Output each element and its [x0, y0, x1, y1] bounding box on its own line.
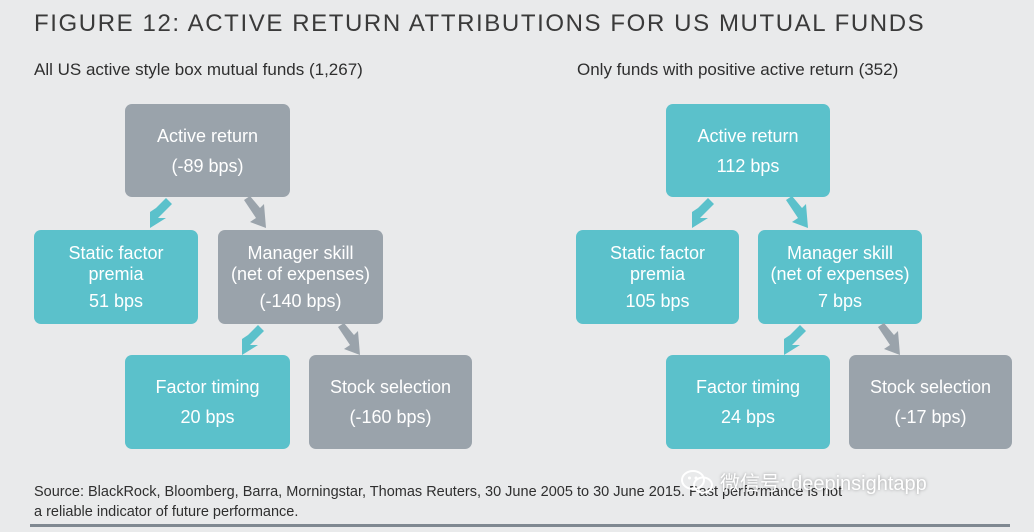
left-factor-timing-label: Factor timing: [155, 377, 260, 397]
right-stock-selection-value: (-17 bps): [894, 407, 967, 427]
left-active-return-value: (-89 bps): [171, 155, 244, 176]
right-static-factor-label2: premia: [629, 264, 686, 284]
right-factor-timing-value: 24 bps: [720, 407, 776, 427]
left-factor-timing-value: 20 bps: [180, 407, 235, 427]
watermark-text: 微信号: deepinsightapp: [720, 473, 927, 495]
left-stock-selection-box: Stock selection (-160 bps): [309, 355, 472, 449]
right-stock-selection-label: Stock selection: [869, 377, 992, 397]
right-static-factor-value: 105 bps: [625, 291, 690, 311]
left-static-factor-label1: Static factor: [68, 243, 164, 263]
right-subtitle: Only funds with positive active return (…: [577, 60, 899, 79]
right-active-return-box: Active return 112 bps: [666, 104, 830, 197]
left-stock-selection-value: (-160 bps): [349, 407, 432, 427]
left-subtitle: All US active style box mutual funds (1,…: [34, 60, 363, 79]
left-arrow-to-factor-timing: [242, 325, 264, 355]
left-active-return-label: Active return: [156, 125, 259, 146]
left-manager-skill-label2: (net of expenses): [230, 264, 371, 284]
left-arrow-to-manager-skill: [244, 196, 266, 228]
right-manager-skill-box: Manager skill (net of expenses) 7 bps: [758, 230, 922, 324]
left-static-factor-box: Static factor premia 51 bps: [34, 230, 198, 324]
right-active-return-value: 112 bps: [716, 155, 780, 176]
left-stock-selection-label: Stock selection: [329, 377, 452, 397]
right-arrow-to-static-factor: [692, 198, 714, 228]
right-static-factor-label1: Static factor: [609, 243, 706, 263]
source-line-2: a reliable indicator of future performan…: [34, 504, 299, 520]
right-active-return-label: Active return: [697, 125, 799, 146]
right-arrow-to-stock-selection: [878, 323, 900, 355]
right-manager-skill-label2: (net of expenses): [770, 264, 910, 284]
left-manager-skill-label1: Manager skill: [247, 243, 354, 263]
left-static-factor-label2: premia: [88, 264, 144, 284]
right-factor-timing-box: Factor timing 24 bps: [666, 355, 830, 449]
right-manager-skill-value: 7 bps: [817, 291, 863, 311]
right-factor-timing-label: Factor timing: [695, 377, 801, 397]
source-line-1: Source: BlackRock, Bloomberg, Barra, Mor…: [34, 484, 843, 500]
right-arrow-to-factor-timing: [784, 325, 806, 355]
left-static-factor-value: 51 bps: [88, 291, 144, 311]
right-arrow-to-manager-skill: [786, 196, 808, 228]
wechat-icon: [681, 469, 713, 493]
left-active-return-box: Active return (-89 bps): [125, 104, 290, 197]
left-manager-skill-box: Manager skill (net of expenses) (-140 bp…: [218, 230, 383, 324]
left-manager-skill-value: (-140 bps): [259, 291, 342, 311]
right-stock-selection-box: Stock selection (-17 bps): [849, 355, 1012, 449]
bottom-divider: [30, 524, 1010, 527]
left-factor-timing-box: Factor timing 20 bps: [125, 355, 290, 449]
right-manager-skill-label1: Manager skill: [786, 243, 894, 263]
figure-title: FIGURE 12: ACTIVE RETURN ATTRIBUTIONS FO…: [34, 10, 926, 37]
source-note: Source: BlackRock, Bloomberg, Barra, Mor…: [34, 482, 1004, 522]
left-arrow-to-stock-selection: [338, 323, 360, 355]
wechat-watermark: 微信号: deepinsightapp: [680, 467, 927, 496]
right-static-factor-box: Static factor premia 105 bps: [576, 230, 739, 324]
left-arrow-to-static-factor: [150, 198, 172, 228]
